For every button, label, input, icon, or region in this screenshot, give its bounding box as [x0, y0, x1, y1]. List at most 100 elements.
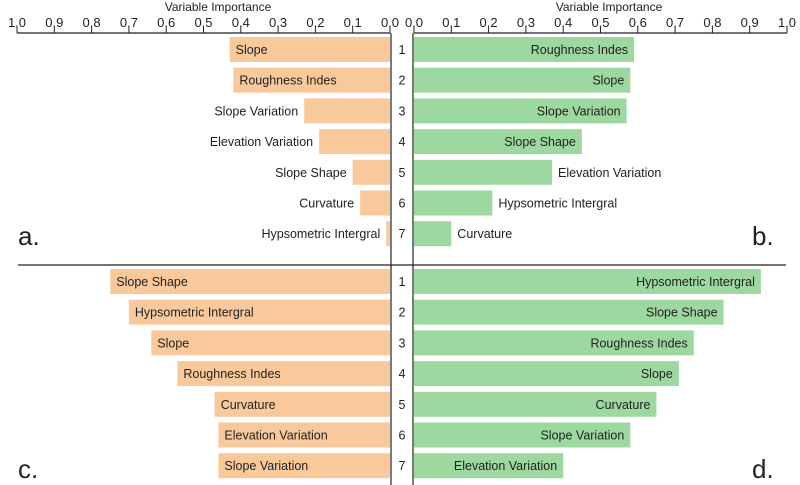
rank-number: 4 [399, 367, 406, 381]
bar-label: Curvature [221, 398, 276, 412]
rank-number: 3 [399, 104, 406, 118]
bar-label: Slope Variation [537, 104, 621, 118]
bar-b-6 [414, 190, 493, 216]
bar-label: Hypsometric Intergral [261, 227, 380, 241]
bar-c-7 [218, 453, 390, 479]
bar-label: Hypsometric Intergral [498, 197, 617, 211]
left-axis-tick-label: 0.1 [344, 15, 362, 30]
rank-number: 1 [399, 275, 406, 289]
rank-number: 5 [399, 398, 406, 412]
rank-number: 1 [399, 43, 406, 57]
bar-label: Slope Variation [224, 459, 308, 473]
bar-label: Slope Variation [540, 429, 624, 443]
right-axis-tick-label: 0.1 [442, 15, 460, 30]
bar-b-5 [414, 159, 553, 185]
left-axis-tick-label: 0.0 [381, 15, 399, 30]
left-axis-tick-label: 0.7 [120, 15, 138, 30]
bar-c-5 [214, 391, 390, 417]
rank-number: 7 [399, 459, 406, 473]
right-axis-tick-label: 0.7 [666, 15, 684, 30]
panel-letter: a. [18, 221, 40, 251]
left-axis-tick-label: 0.5 [194, 15, 212, 30]
bar-label: Roughness Indes [183, 367, 280, 381]
bar-label: Slope [236, 43, 268, 57]
bar-label: Roughness Indes [590, 336, 687, 350]
bar-d-7 [414, 453, 564, 479]
left-axis-tick-label: 0.3 [269, 15, 287, 30]
bar-label: Roughness Indes [531, 43, 628, 57]
axis-title-right: Variable Importance [556, 0, 663, 14]
bar-a-7 [386, 221, 390, 247]
bar-a-3 [304, 98, 390, 124]
bar-a-6 [360, 190, 390, 216]
right-axis-tick-label: 0.4 [554, 15, 572, 30]
rank-number: 6 [399, 197, 406, 211]
bar-label: Slope [157, 336, 189, 350]
bar-label: Roughness Indes [239, 74, 336, 88]
bar-label: Slope Shape [504, 135, 576, 149]
bar-d-3 [414, 330, 694, 356]
right-axis-tick-label: 0.6 [629, 15, 647, 30]
rank-number: 6 [399, 429, 406, 443]
left-axis-tick-label: 1.0 [8, 15, 26, 30]
bar-c-1 [110, 269, 390, 294]
panel-letter: c. [18, 454, 38, 484]
left-axis-tick-label: 0.2 [306, 15, 324, 30]
bar-label: Slope Variation [214, 104, 298, 118]
left-axis-tick-label: 0.6 [157, 15, 175, 30]
axis-title-left: Variable Importance [165, 0, 272, 14]
bar-a-4 [319, 129, 390, 155]
bar-b-3 [414, 98, 627, 124]
bar-c-3 [151, 330, 390, 356]
bar-label: Curvature [299, 197, 354, 211]
bar-b-7 [414, 221, 452, 247]
right-axis-tick-label: 1.0 [778, 15, 796, 30]
bar-d-6 [414, 422, 631, 448]
right-axis-tick-label: 0.5 [591, 15, 609, 30]
bar-label: Slope Shape [275, 166, 347, 180]
right-axis-tick-label: 0.3 [517, 15, 535, 30]
panel-letter: d. [752, 454, 774, 484]
bar-c-4 [177, 361, 390, 387]
bar-a-5 [352, 159, 390, 185]
bar-label: Elevation Variation [210, 135, 313, 149]
rank-number: 5 [399, 166, 406, 180]
bar-label: Elevation Variation [224, 429, 327, 443]
rank-number: 2 [399, 306, 406, 320]
right-axis-tick-label: 0.8 [703, 15, 721, 30]
right-axis-tick-label: 0.9 [741, 15, 759, 30]
bar-d-4 [414, 361, 679, 387]
bar-c-2 [128, 299, 390, 325]
bar-label: Slope [592, 74, 624, 88]
bar-label: Slope Shape [646, 306, 718, 320]
rank-number: 2 [399, 74, 406, 88]
bar-label: Hypsometric Intergral [135, 306, 254, 320]
bar-label: Slope Shape [116, 275, 188, 289]
right-axis-tick-label: 0.2 [480, 15, 498, 30]
bar-label: Curvature [596, 398, 651, 412]
left-axis-tick-label: 0.4 [232, 15, 250, 30]
bar-d-2 [414, 299, 724, 325]
bar-d-1 [414, 269, 761, 294]
bar-d-5 [414, 391, 657, 417]
bar-label: Elevation Variation [558, 166, 661, 180]
rank-number: 3 [399, 336, 406, 350]
bar-b-2 [414, 67, 631, 93]
bar-b-1 [414, 37, 635, 62]
rank-number: 4 [399, 135, 406, 149]
bar-a-1 [229, 37, 390, 62]
bar-label: Slope [641, 367, 673, 381]
left-axis-tick-label: 0.9 [45, 15, 63, 30]
left-axis-tick-label: 0.8 [83, 15, 101, 30]
bar-label: Curvature [457, 227, 512, 241]
right-axis-tick-label: 0.0 [405, 15, 423, 30]
bar-a-2 [233, 67, 390, 93]
bar-label: Hypsometric Intergral [636, 275, 755, 289]
panel-letter: b. [752, 221, 774, 251]
bar-label: Elevation Variation [454, 459, 557, 473]
bar-b-4 [414, 129, 582, 155]
rank-number: 7 [399, 227, 406, 241]
bar-c-6 [218, 422, 390, 448]
